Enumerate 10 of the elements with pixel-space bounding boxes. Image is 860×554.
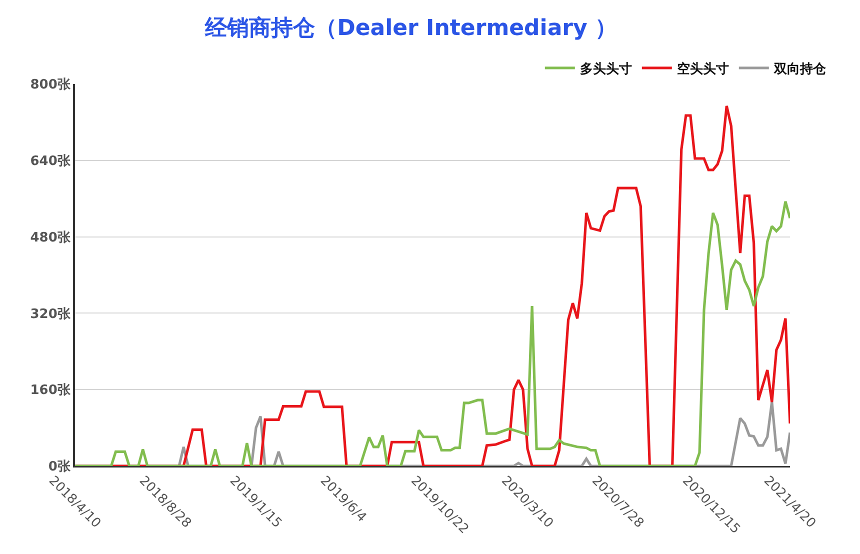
legend-label: 双向持仓 <box>772 62 827 77</box>
y-tick-label: 480张 <box>30 230 72 246</box>
y-tick-label: 800张 <box>30 78 72 93</box>
chart-title: 经销商持仓（Dealer Intermediary ） <box>204 14 618 41</box>
y-tick-label: 0张 <box>48 460 72 475</box>
y-tick-label: 640张 <box>30 154 72 169</box>
legend-label: 多头头寸 <box>580 62 632 77</box>
legend-label: 空头头寸 <box>676 60 729 77</box>
y-tick-label: 160张 <box>30 383 72 398</box>
y-tick-label: 320张 <box>30 306 72 322</box>
